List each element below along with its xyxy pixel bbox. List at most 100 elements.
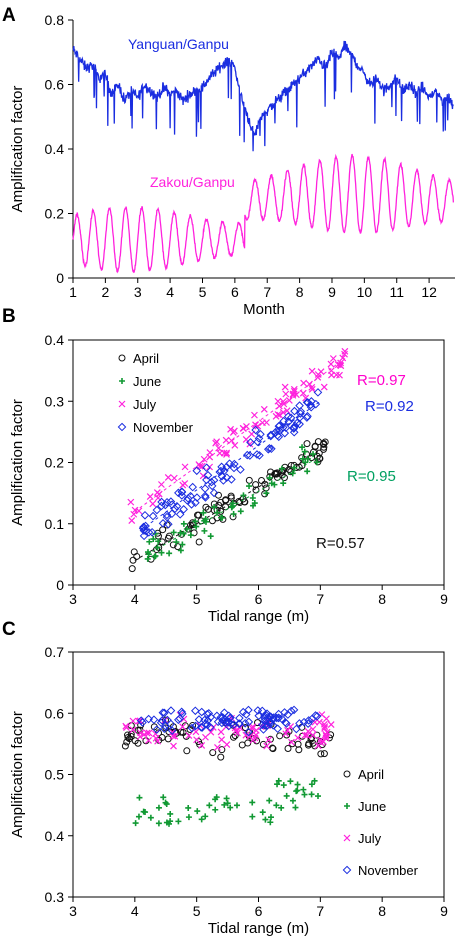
november-point [280, 428, 290, 438]
june-point [183, 525, 190, 532]
june-point [135, 813, 142, 820]
july-point [122, 722, 130, 730]
june-point [280, 480, 287, 487]
july-point [304, 727, 312, 735]
x-tick-label: 3 [69, 591, 77, 607]
june-point [311, 777, 318, 784]
y-tick-label: 0 [56, 577, 64, 593]
november-point [299, 717, 309, 727]
november-point [160, 724, 169, 734]
july-point [279, 409, 287, 416]
november-point [259, 725, 268, 734]
april-point [209, 749, 217, 757]
june-point [278, 804, 285, 811]
april-point [317, 750, 325, 758]
x-tick-label: 7 [263, 284, 271, 300]
july-point [282, 730, 290, 738]
x-tick-label: 7 [316, 591, 324, 607]
july-point [242, 731, 250, 739]
june-point [207, 533, 214, 540]
july-point [246, 440, 254, 448]
june-point [304, 468, 311, 475]
april-point [259, 740, 267, 748]
april-point [204, 505, 212, 513]
x-tick-label: 8 [378, 903, 386, 919]
november-point [289, 705, 299, 715]
november-point [240, 718, 250, 728]
april-point [121, 742, 129, 750]
july-point [283, 407, 291, 415]
june-point [160, 794, 167, 801]
june-point [212, 806, 219, 813]
x-tick-label: 10 [357, 284, 373, 300]
x-tick-label: 6 [231, 284, 239, 300]
july-point [223, 449, 231, 457]
july-point [288, 738, 295, 746]
july-point [181, 480, 189, 487]
june-point [200, 509, 207, 516]
x-tick-label: 8 [378, 591, 386, 607]
july-point [170, 742, 177, 750]
june-point [201, 527, 208, 534]
legend-marker-july [118, 400, 126, 408]
june-point [237, 508, 244, 515]
july-point [254, 422, 262, 430]
november-point [215, 467, 225, 477]
november-point [200, 484, 210, 493]
november-point [206, 722, 215, 732]
july-point [207, 728, 215, 736]
november-point [229, 463, 239, 473]
june-point [170, 529, 177, 536]
june-point [273, 802, 280, 809]
july-point [213, 438, 221, 446]
november-point [230, 459, 239, 469]
july-point [127, 498, 135, 506]
plot-frame [72, 651, 445, 898]
november-point [312, 711, 322, 721]
april-point [311, 443, 319, 451]
november-point [157, 501, 166, 511]
june-point [246, 483, 253, 490]
june-point [198, 816, 205, 823]
june-point [140, 808, 147, 815]
november-point [192, 493, 202, 502]
june-point [262, 816, 269, 823]
july-point [153, 489, 161, 496]
panel-a-axes: 1 2 3 4 5 6 7 8 9 10 11 1200.20.40.60.8MonthAmplifi… [2, 5, 455, 318]
july-point [308, 385, 316, 393]
november-point [274, 426, 284, 436]
x-axis-title: Tidal range (m) [208, 920, 309, 937]
april-point [285, 465, 293, 473]
june-point [223, 795, 230, 802]
x-axis-title: Month [243, 301, 285, 318]
june-point [213, 794, 220, 801]
june-point [249, 799, 256, 806]
april-point [244, 739, 252, 747]
june-point [300, 786, 307, 793]
april-point [252, 481, 260, 489]
july-point [251, 411, 258, 419]
july-point [223, 741, 231, 749]
november-point [254, 711, 264, 721]
april-point [276, 732, 284, 740]
legend-marker-november [342, 865, 352, 875]
november-point [274, 709, 283, 719]
november-point [275, 421, 284, 430]
series-june [132, 777, 322, 827]
april-point [124, 731, 132, 739]
june-point [240, 492, 247, 499]
june-point [146, 538, 153, 545]
november-point [204, 709, 214, 718]
x-tick-label: 8 [296, 284, 304, 300]
november-point [209, 488, 219, 498]
july-point [323, 728, 331, 736]
legend-c: April June July November [342, 767, 419, 878]
june-point [278, 465, 285, 472]
november-point [286, 413, 296, 423]
june-point [292, 804, 299, 811]
november-point [256, 429, 265, 439]
series-zakou-ganpu: Zakou/Ganpu [72, 153, 455, 274]
june-point [299, 444, 306, 451]
june-point [219, 514, 226, 521]
